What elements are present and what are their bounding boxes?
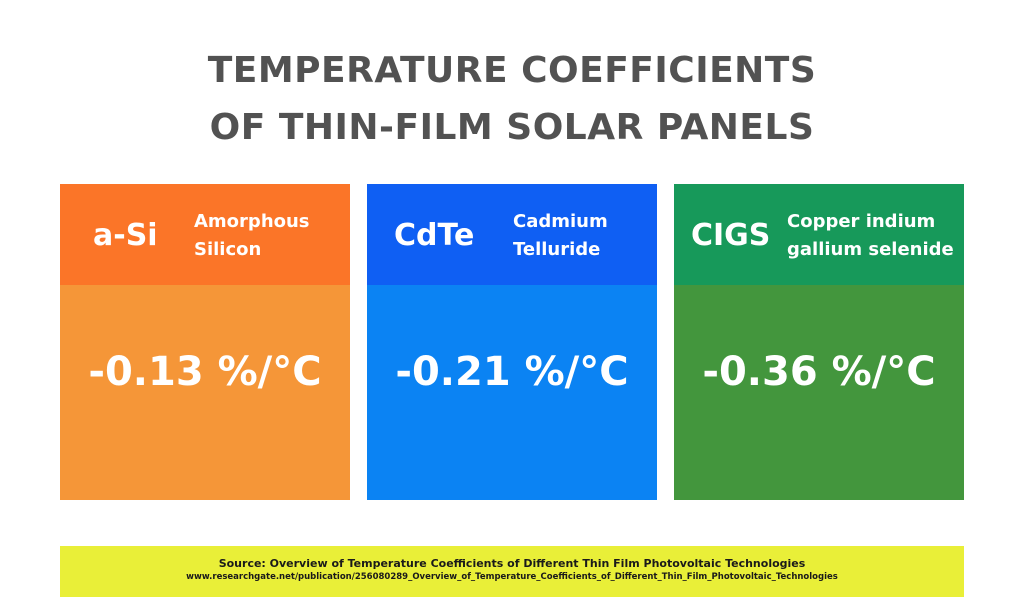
card-header: CIGS Copper indium gallium selenide (674, 184, 964, 285)
page-title: TEMPERATURE COEFFICIENTS OF THIN-FILM SO… (0, 42, 1024, 156)
material-name-line-2: Telluride (513, 239, 601, 260)
material-abbreviation: CdTe (394, 218, 475, 253)
temperature-coefficient-value: -0.21 %/°C (395, 349, 629, 395)
card-body: -0.36 %/°C (674, 285, 964, 500)
card-body: -0.21 %/°C (367, 285, 657, 500)
material-name-line-1: Copper indium (787, 211, 936, 232)
material-full-name: Cadmium Telluride (513, 208, 608, 264)
card-cdte: CdTe Cadmium Telluride -0.21 %/°C (367, 184, 657, 500)
card-body: -0.13 %/°C (60, 285, 350, 500)
title-line-2: OF THIN-FILM SOLAR PANELS (209, 107, 815, 148)
material-name-line-2: gallium selenide (787, 239, 954, 260)
card-cigs: CIGS Copper indium gallium selenide -0.3… (674, 184, 964, 500)
material-name-line-2: Silicon (194, 239, 262, 260)
material-full-name: Amorphous Silicon (194, 208, 310, 264)
material-abbreviation: CIGS (691, 218, 771, 253)
temperature-coefficient-value: -0.36 %/°C (702, 349, 936, 395)
card-header: a-Si Amorphous Silicon (60, 184, 350, 285)
material-full-name: Copper indium gallium selenide (787, 208, 954, 264)
source-url: www.researchgate.net/publication/2560802… (186, 572, 838, 582)
title-line-1: TEMPERATURE COEFFICIENTS (207, 50, 817, 91)
material-abbreviation: a-Si (93, 218, 158, 253)
source-title: Source: Overview of Temperature Coeffici… (218, 557, 806, 570)
material-name-line-1: Cadmium (513, 211, 608, 232)
material-name-line-1: Amorphous (194, 211, 310, 232)
card-a-si: a-Si Amorphous Silicon -0.13 %/°C (60, 184, 350, 500)
temperature-coefficient-value: -0.13 %/°C (88, 349, 322, 395)
source-banner: Source: Overview of Temperature Coeffici… (60, 546, 964, 597)
card-header: CdTe Cadmium Telluride (367, 184, 657, 285)
